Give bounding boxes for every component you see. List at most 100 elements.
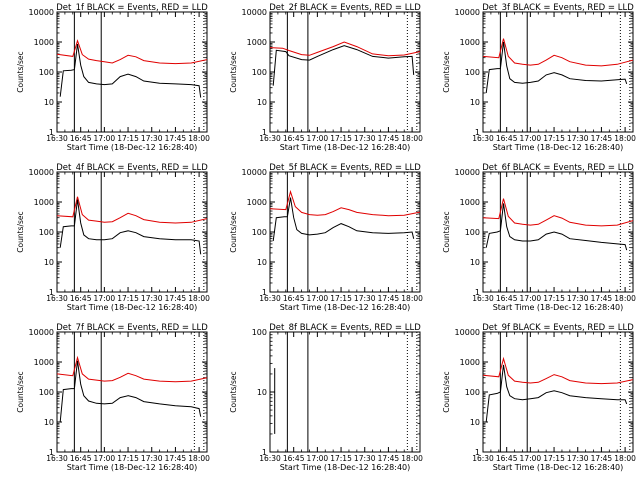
detector-panel-3: Det_3f BLACK = Events, RED = LLD Counts/s…: [442, 3, 636, 152]
y-tick-label: 10000: [455, 168, 480, 177]
series-line-events: [59, 44, 202, 98]
y-tick-label: 10000: [29, 328, 54, 337]
x-tick-label: 18:00: [188, 134, 210, 143]
y-tick-label: 1000: [460, 358, 480, 367]
y-tick-label: 1: [262, 288, 267, 297]
y-tick-label: 10: [44, 418, 54, 427]
y-tick-label: 100: [39, 228, 54, 237]
detector-panel-5: Det_5f BLACK = Events, RED = LLD Counts/s…: [229, 163, 423, 312]
series-line-lld: [483, 38, 633, 67]
x-tick-label: 16:45: [70, 134, 92, 143]
y-axis-label: Counts/sec: [229, 371, 238, 412]
x-tick-label: 16:45: [496, 134, 518, 143]
x-tick-label: 16:45: [496, 294, 518, 303]
y-tick-label: 10: [470, 418, 480, 427]
x-tick-label: 17:30: [141, 294, 163, 303]
y-tick-label: 10: [470, 258, 480, 267]
series-line-events: [59, 199, 202, 255]
x-tick-label: 17:00: [307, 294, 329, 303]
x-tick-label: 18:00: [614, 134, 636, 143]
plot-title: Det_3f BLACK = Events, RED = LLD: [482, 3, 634, 13]
x-tick-label: 17:15: [117, 294, 139, 303]
x-tick-label: 17:15: [330, 454, 352, 463]
y-tick-label: 100: [39, 388, 54, 397]
y-tick-label: 10000: [455, 328, 480, 337]
x-tick-label: 17:45: [165, 454, 187, 463]
x-tick-label: 17:00: [94, 294, 116, 303]
x-tick-label: 17:30: [354, 454, 376, 463]
x-axis-label: Start Time (18-Dec-12 16:28:40): [280, 143, 411, 152]
x-tick-label: 17:30: [567, 134, 589, 143]
x-tick-label: 17:00: [520, 134, 542, 143]
y-tick-label: 1: [475, 128, 480, 137]
y-tick-label: 1: [262, 448, 267, 457]
x-tick-label: 17:15: [117, 134, 139, 143]
y-tick-label: 1: [475, 448, 480, 457]
series-line-lld: [270, 189, 420, 217]
x-axis-label: Start Time (18-Dec-12 16:28:40): [67, 143, 198, 152]
y-tick-label: 1000: [460, 38, 480, 47]
y-tick-label: 100: [39, 68, 54, 77]
y-tick-label: 10: [257, 388, 267, 397]
x-tick-label: 18:00: [401, 134, 423, 143]
x-tick-label: 17:00: [94, 134, 116, 143]
x-axis-label: Start Time (18-Dec-12 16:28:40): [280, 303, 411, 312]
x-tick-label: 17:45: [378, 134, 400, 143]
plot-title: Det_1f BLACK = Events, RED = LLD: [56, 3, 208, 13]
y-tick-label: 1000: [460, 198, 480, 207]
series-line-events: [272, 45, 415, 86]
y-tick-label: 10: [257, 98, 267, 107]
x-tick-label: 18:00: [188, 294, 210, 303]
y-tick-label: 10: [44, 258, 54, 267]
y-axis-label: Counts/sec: [16, 211, 25, 252]
x-tick-label: 16:30: [259, 134, 281, 143]
y-tick-label: 10: [44, 98, 54, 107]
y-tick-label: 1000: [247, 38, 267, 47]
detector-panel-2: Det_2f BLACK = Events, RED = LLD Counts/s…: [229, 3, 423, 152]
series-line-lld: [57, 39, 207, 65]
x-tick-label: 17:30: [141, 454, 163, 463]
x-tick-label: 17:15: [543, 294, 565, 303]
x-tick-label: 18:00: [614, 294, 636, 303]
x-tick-label: 16:30: [472, 294, 494, 303]
x-tick-label: 18:00: [188, 454, 210, 463]
x-tick-label: 16:30: [46, 294, 68, 303]
y-tick-label: 10: [470, 98, 480, 107]
y-tick-label: 100: [465, 68, 480, 77]
detector-panel-9: Det_9f BLACK = Events, RED = LLD Counts/s…: [442, 323, 636, 472]
plot-title: Det_2f BLACK = Events, RED = LLD: [269, 3, 421, 13]
y-tick-label: 1000: [34, 358, 54, 367]
y-tick-label: 1: [49, 288, 54, 297]
detector-panel-4: Det_4f BLACK = Events, RED = LLD Counts/s…: [16, 163, 210, 312]
x-axis-label: Start Time (18-Dec-12 16:28:40): [493, 143, 624, 152]
plot-frame: [56, 11, 208, 133]
x-tick-label: 17:15: [117, 454, 139, 463]
plot-title: Det_4f BLACK = Events, RED = LLD: [56, 163, 208, 173]
y-axis-label: Counts/sec: [16, 51, 25, 92]
plot-frame: [482, 11, 634, 133]
y-axis-label: Counts/sec: [442, 211, 451, 252]
x-tick-label: 17:15: [330, 294, 352, 303]
x-tick-label: 16:45: [283, 454, 305, 463]
x-tick-label: 17:45: [165, 134, 187, 143]
x-tick-label: 16:30: [259, 294, 281, 303]
x-tick-label: 16:45: [70, 294, 92, 303]
detector-panel-7: Det_7f BLACK = Events, RED = LLD Counts/s…: [16, 323, 210, 472]
x-tick-label: 17:45: [378, 294, 400, 303]
plot-title: Det_7f BLACK = Events, RED = LLD: [56, 323, 208, 333]
y-tick-label: 10000: [242, 168, 267, 177]
series-line-lld: [57, 355, 207, 383]
y-tick-label: 10: [257, 258, 267, 267]
x-axis-label: Start Time (18-Dec-12 16:28:40): [493, 303, 624, 312]
y-tick-label: 100: [252, 228, 267, 237]
y-tick-label: 1000: [34, 198, 54, 207]
x-tick-label: 17:30: [354, 134, 376, 143]
plot-title: Det_9f BLACK = Events, RED = LLD: [482, 323, 634, 333]
x-tick-label: 16:30: [472, 454, 494, 463]
x-tick-label: 17:30: [141, 134, 163, 143]
x-tick-label: 17:45: [378, 454, 400, 463]
x-tick-label: 16:30: [472, 134, 494, 143]
detector-panel-1: Det_1f BLACK = Events, RED = LLD Counts/s…: [16, 3, 210, 152]
y-axis-label: Counts/sec: [16, 371, 25, 412]
